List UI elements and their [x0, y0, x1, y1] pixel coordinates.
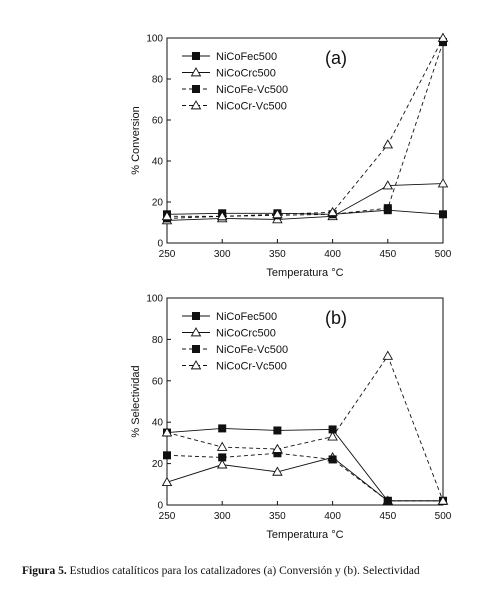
series-line — [166, 452, 443, 502]
data-point — [439, 210, 447, 219]
legend-label: NiCoFec500 — [216, 311, 277, 323]
y-tick-label: 60 — [152, 116, 164, 127]
panel-label: (b) — [325, 308, 347, 328]
y-tick-label: 0 — [157, 239, 163, 250]
caption-label: Figura 5. — [22, 565, 67, 577]
y-tick-label: 80 — [152, 335, 164, 346]
series-line — [166, 354, 444, 502]
data-point — [272, 208, 283, 219]
legend-marker — [190, 67, 202, 77]
x-tick-label: 400 — [324, 511, 341, 522]
data-point — [437, 495, 449, 505]
data-point — [437, 178, 449, 188]
chart-panel-a: 250 300 350 400 450 500 0 20 40 60 80 100 Temperatur… — [130, 32, 452, 279]
series-line — [167, 37, 444, 217]
data-point — [327, 206, 338, 217]
series-line — [166, 456, 443, 502]
x-tick-label: 300 — [214, 249, 231, 260]
y-axis-label: % Selectividad — [130, 365, 142, 437]
data-point — [216, 210, 228, 221]
data-point — [272, 443, 283, 453]
legend-marker — [190, 360, 202, 370]
legend-marker — [192, 345, 200, 353]
legend-label: NiCoCr-Vc500 — [216, 361, 287, 373]
data-point — [382, 350, 394, 360]
data-point — [273, 426, 282, 435]
data-point — [382, 180, 394, 190]
caption-text: Estudios catalíticos para los catalizado… — [69, 565, 420, 577]
data-point — [328, 455, 337, 464]
chart-panel-b: 250 300 350 400 450 500 0 20 40 60 80 100 Temperatur… — [130, 294, 452, 542]
y-tick-label: 60 — [152, 376, 164, 387]
data-point — [161, 427, 173, 437]
data-point — [161, 476, 173, 487]
data-point — [218, 424, 227, 433]
legend-label: NiCoFe-Vc500 — [216, 84, 288, 96]
legend-marker — [192, 85, 200, 93]
x-tick-label: 500 — [435, 249, 452, 260]
x-tick-label: 250 — [159, 249, 176, 260]
x-tick-label: 350 — [269, 511, 286, 522]
plot-frame — [166, 297, 444, 506]
plot-frame — [166, 37, 444, 244]
series-line — [166, 209, 444, 215]
data-point — [216, 441, 228, 451]
series-line — [166, 183, 444, 221]
data-point — [382, 139, 394, 149]
data-point — [383, 204, 392, 213]
y-tick-label: 80 — [152, 75, 164, 86]
panel-label: (a) — [325, 48, 347, 68]
x-axis-label: Temperatura °C — [266, 529, 343, 541]
x-tick-label: 400 — [324, 249, 341, 260]
x-tick-label: 300 — [214, 511, 231, 522]
legend-label: NiCoCr-Vc500 — [216, 101, 287, 113]
figure-caption: Figura 5. Estudios catalíticos para los … — [22, 565, 482, 577]
y-tick-label: 0 — [157, 501, 163, 512]
legend-marker — [192, 52, 200, 60]
legend-label: NiCoFe-Vc500 — [216, 344, 288, 356]
legend-marker — [190, 100, 202, 110]
data-point — [218, 453, 227, 462]
data-point — [272, 466, 283, 476]
legend-label: NiCoCrc500 — [216, 328, 276, 340]
legend-marker — [192, 312, 200, 320]
y-axis-label: % Conversion — [130, 106, 142, 174]
series-line — [166, 41, 444, 219]
x-tick-label: 450 — [379, 249, 396, 260]
y-tick-label: 20 — [152, 459, 164, 470]
x-tick-label: 350 — [269, 249, 286, 260]
y-tick-label: 40 — [152, 157, 164, 168]
data-point — [383, 496, 392, 505]
y-tick-label: 100 — [146, 34, 163, 45]
x-tick-label: 500 — [435, 511, 452, 522]
data-point — [163, 451, 171, 460]
x-axis-label: Temperatura °C — [266, 267, 343, 279]
legend-label: NiCoCrc500 — [216, 68, 276, 80]
y-tick-label: 40 — [152, 418, 164, 429]
data-point — [437, 32, 449, 42]
legend-label: NiCoFec500 — [216, 51, 277, 63]
y-tick-label: 20 — [152, 198, 164, 209]
x-tick-label: 450 — [379, 511, 396, 522]
y-tick-label: 100 — [146, 294, 163, 305]
x-tick-label: 250 — [159, 511, 176, 522]
data-point — [327, 431, 338, 441]
legend-marker — [190, 327, 202, 337]
data-point — [161, 210, 173, 221]
data-point — [216, 459, 228, 469]
